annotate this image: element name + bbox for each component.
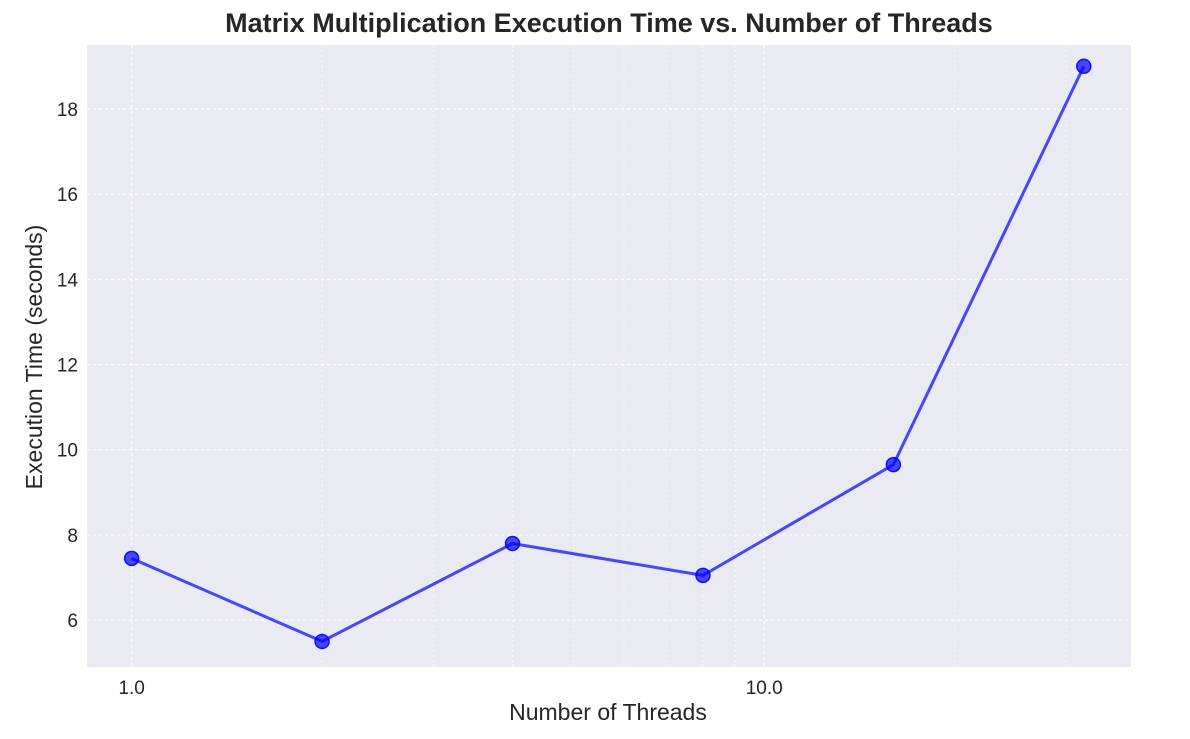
y-tick-label: 14 (57, 270, 79, 291)
chart-title: Matrix Multiplication Execution Time vs.… (225, 8, 993, 38)
data-point (695, 567, 711, 584)
y-tick-label: 8 (67, 526, 78, 547)
grid-lines (87, 45, 1131, 667)
data-point (123, 550, 140, 567)
x-tick-label: 1.0 (118, 678, 144, 699)
series-line (131, 65, 1086, 643)
y-tick-label: 6 (67, 611, 78, 632)
y-tick-label: 16 (57, 185, 78, 206)
y-tick-label: 18 (57, 100, 78, 121)
x-axis-label: Number of Threads (509, 699, 707, 725)
y-tick-label: 10 (57, 441, 78, 462)
y-axis-label: Execution Time (seconds) (21, 225, 47, 490)
data-point (885, 456, 902, 473)
plot-area (87, 45, 1131, 667)
data-point (1076, 58, 1092, 75)
x-tick-label: 10.0 (746, 678, 783, 699)
tick-labels: 1.0 10.0 6 8 10 12 14 16 18 (57, 100, 783, 699)
y-tick-label: 12 (57, 356, 78, 377)
series-group (123, 58, 1092, 650)
data-point (314, 633, 330, 650)
data-point (504, 535, 521, 552)
